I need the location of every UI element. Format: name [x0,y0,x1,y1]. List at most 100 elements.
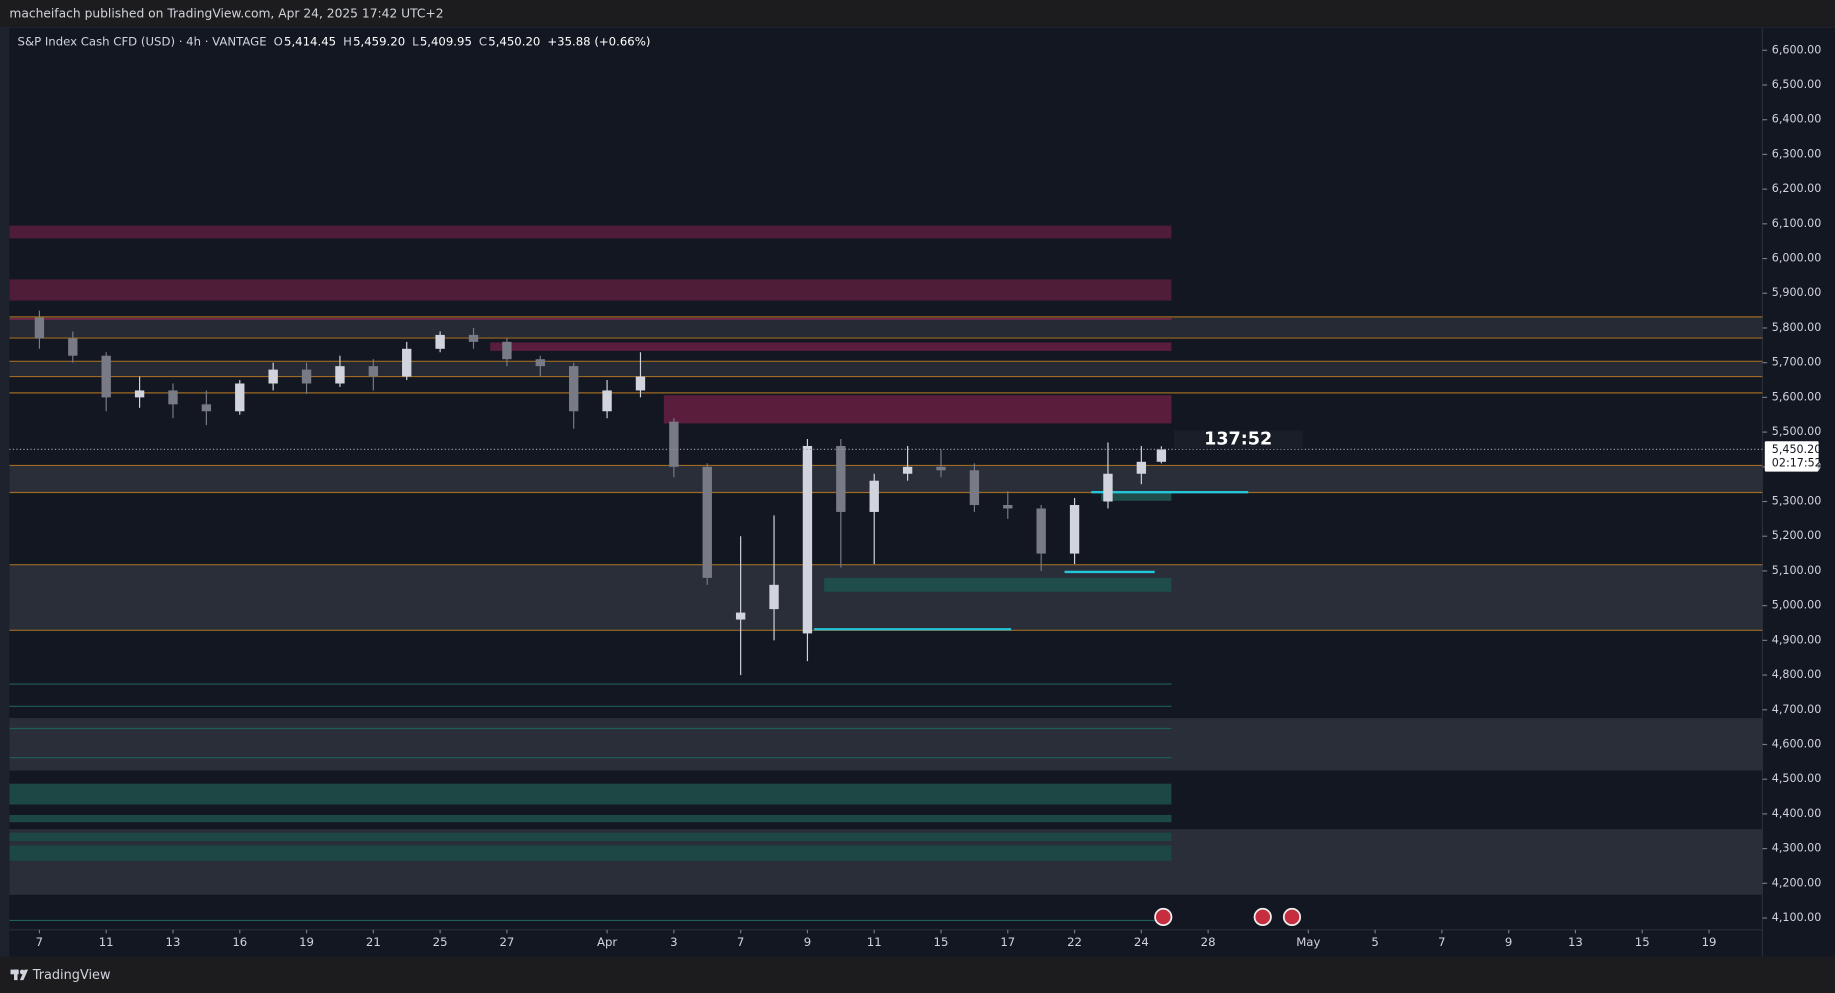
y-tick-label: 5,800.00 [1772,321,1821,334]
y-tick-label: 6,500.00 [1772,78,1821,91]
ohlc-key: L [412,35,419,49]
countdown: 02:17:52 [1772,456,1822,469]
logo [10,969,29,981]
y-tick-label: 4,700.00 [1772,703,1821,716]
annotation-bg [1173,430,1303,450]
x-tick-label: 7 [36,935,43,949]
candle-body [836,445,846,512]
x-tick-label: 11 [99,935,114,949]
candle-body [1069,504,1080,554]
candle-body [969,470,980,505]
zone [9,783,1172,805]
candle-body [201,404,212,412]
x-tick-label: 15 [934,935,949,949]
y-tick-label: 4,800.00 [1772,668,1821,681]
footer-brand: TradingView [32,968,111,983]
candle-body [869,480,879,512]
y-tick-label: 4,200.00 [1772,876,1821,889]
candle-body [368,366,379,377]
ohlc-value: 5,409.95 [420,35,472,49]
y-tick-label: 4,600.00 [1772,737,1821,750]
x-tick-label: 7 [737,935,744,949]
y-tick-label: 6,400.00 [1772,113,1821,126]
candle-body [435,334,445,349]
ohlc-value: 5,459.20 [353,35,405,49]
y-tick-label: 5,200.00 [1772,529,1821,542]
candle-body [669,421,679,467]
ohlc-value: 5,414.45 [284,35,336,49]
x-tick-label: 15 [1635,935,1650,949]
y-tick-label: 5,300.00 [1772,495,1821,508]
candle-body [602,390,612,412]
price-axis [1762,28,1835,957]
x-tick-label: 13 [1568,935,1583,949]
y-tick-label: 5,700.00 [1772,356,1821,369]
last-price-label: 5,450.20 [1772,443,1821,456]
zone [490,342,1172,351]
y-tick-label: 5,100.00 [1772,564,1821,577]
zone [1101,492,1172,501]
x-tick-label: Apr [597,935,617,949]
candle-body [1003,504,1013,509]
y-tick-label: 5,500.00 [1772,425,1821,438]
last-price-box [1764,441,1819,472]
candle-body [335,366,345,384]
zone [9,361,1763,377]
change-value: +35.88 (+0.66%) [547,35,650,49]
zone [824,577,1172,592]
candle-body [1156,449,1167,462]
candle-body [468,334,479,342]
x-tick-label: 9 [804,935,811,949]
time-axis [9,929,1763,957]
candle-body [569,366,579,412]
candle-body [168,390,178,405]
ohlc-key: H [343,35,352,49]
zone [9,845,1172,861]
zone [9,718,1763,771]
x-tick-label: 19 [1702,935,1717,949]
top-bar [0,0,1835,27]
candle-body [101,355,111,398]
publish-info: macheifach published on TradingView.com,… [9,7,443,21]
candle-body [235,383,245,412]
zone [9,316,1763,339]
x-tick-label: May [1296,935,1320,949]
zone [9,564,1763,631]
candle-body [1136,461,1147,474]
zone [9,814,1172,823]
x-tick-label: 13 [166,935,181,949]
ohlc-key: O [274,35,283,49]
y-tick-label: 6,200.00 [1772,182,1821,195]
x-tick-label: 17 [1000,935,1015,949]
candle-body [769,584,779,610]
x-tick-label: 28 [1201,935,1216,949]
plot [9,225,1763,922]
candle-body [134,390,145,398]
candle-body [702,466,712,578]
y-tick-label: 5,000.00 [1772,599,1821,612]
candle-body [1103,473,1113,502]
candle-body [34,317,45,339]
x-tick-label: 9 [1505,935,1512,949]
zone [663,395,1172,424]
candle-body [936,466,946,471]
annotation: 137:52 [1204,430,1272,450]
candle-body [902,466,913,474]
zone [9,225,1172,239]
x-tick-label: 27 [499,935,514,949]
ohlc-value: 5,450.20 [488,35,540,49]
x-tick-label: 7 [1438,935,1445,949]
x-tick-label: 16 [232,935,247,949]
candle-body [535,359,545,367]
y-tick-label: 6,000.00 [1772,252,1821,265]
candle-body [735,612,746,620]
x-tick-label: 19 [299,935,314,949]
candle-body [268,369,278,384]
candle-body [802,445,813,634]
candle-body [502,341,512,360]
zone [9,279,1172,301]
candle-body [402,348,412,377]
x-tick-label: 22 [1067,935,1082,949]
